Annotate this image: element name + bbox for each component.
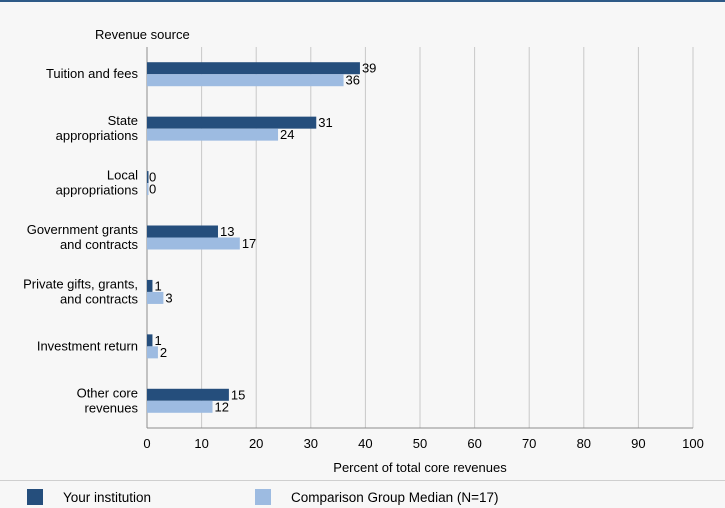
x-tick-label: 10 [194,436,208,451]
x-tick-label: 90 [631,436,645,451]
legend-swatch-your-institution [27,489,43,505]
data-label: 17 [242,236,256,251]
category-label: appropriations [56,183,139,198]
bar-your-institution [147,225,218,238]
bar-comparison-group [147,183,149,196]
bar-your-institution [147,171,149,184]
category-label: State [108,113,138,128]
bar-comparison-group [147,400,213,413]
bar-your-institution [147,116,317,129]
category-label: and contracts [60,291,139,306]
x-tick-label: 20 [249,436,263,451]
x-tick-label: 30 [304,436,318,451]
category-label: Other core [77,385,138,400]
data-label: 2 [160,345,167,360]
x-tick-label: 60 [467,436,481,451]
category-label: Local [107,168,138,183]
legend-label: Your institution [63,489,152,505]
data-label: 39 [362,61,376,76]
category-label: revenues [85,400,139,415]
bar-your-institution [147,62,360,75]
bar-your-institution [147,279,153,292]
x-tick-label: 100 [682,436,704,451]
x-tick-label: 0 [143,436,150,451]
data-label: 24 [280,127,294,142]
bars [147,62,360,413]
x-tick-label: 70 [522,436,536,451]
bar-comparison-group [147,128,279,141]
category-label: Private gifts, grants, [23,276,138,291]
data-label: 1 [154,333,161,348]
legend-divider [0,480,725,481]
bar-your-institution [147,334,153,347]
x-tick-label: 50 [413,436,427,451]
data-label: 12 [215,399,229,414]
category-axis-title: Revenue source [95,27,190,42]
data-label: 36 [346,73,360,88]
bar-comparison-group [147,346,158,359]
category-label: and contracts [60,237,139,252]
data-label: 15 [231,387,245,402]
bar-your-institution [147,388,229,401]
bar-comparison-group [147,237,240,250]
data-label: 3 [165,290,172,305]
x-tick-label: 80 [577,436,591,451]
bar-comparison-group [147,74,344,87]
category-label: Tuition and fees [46,66,139,81]
category-label: appropriations [56,128,139,143]
legend-swatch-comparison-group [255,489,271,505]
data-label: 0 [149,182,156,197]
x-axis-title: Percent of total core revenues [333,460,507,475]
legend-item-comparison-group: Comparison Group Median (N=17) [255,489,498,505]
x-tick-label: 40 [358,436,372,451]
legend-label: Comparison Group Median (N=17) [291,489,499,505]
data-label: 1 [154,278,161,293]
category-label: Government grants [27,222,139,237]
legend-item-your-institution: Your institution [27,489,151,505]
data-label: 31 [318,115,332,130]
data-label: 0 [149,170,156,185]
bar-comparison-group [147,291,164,304]
category-label: Investment return [37,338,138,353]
data-label: 13 [220,224,234,239]
